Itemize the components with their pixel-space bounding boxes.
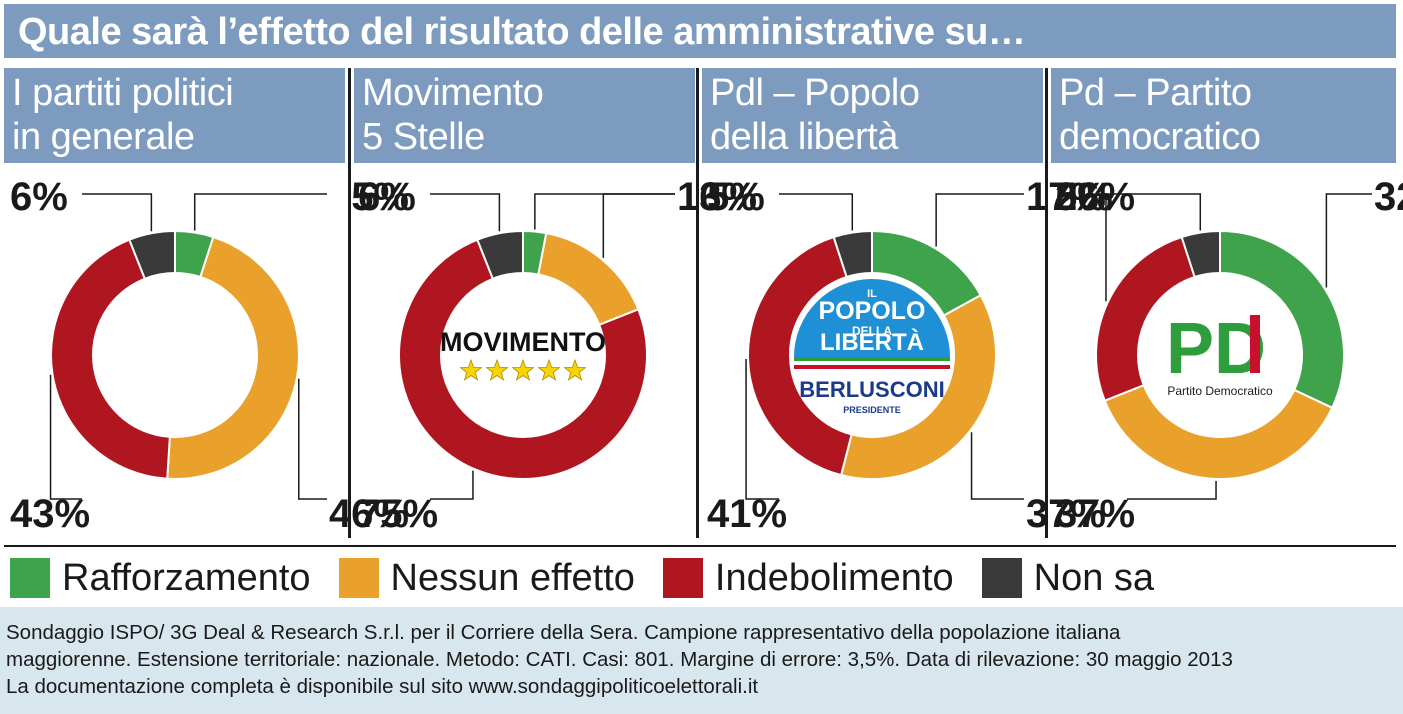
slice-indebolimento: [747, 235, 853, 477]
methodology-note: Sondaggio ISPO/ 3G Deal & Research S.r.l…: [0, 607, 1403, 714]
page-title: Quale sarà l’effetto del risultato delle…: [4, 4, 1396, 58]
leader-line: [970, 432, 1024, 500]
methodology-line: La documentazione completa è disponibile…: [6, 675, 759, 698]
leader-line: [82, 193, 153, 232]
slice-non-sa: [476, 229, 524, 281]
logo-subtitle: Partito Democratico: [1167, 384, 1273, 398]
leader-line: [602, 193, 675, 258]
logo-word: MOVIMENTO: [440, 327, 606, 357]
panel-title-line: I partiti politici: [12, 72, 234, 114]
donut-1: 5% 46% 43% 6%: [10, 175, 409, 536]
legend-item-indebolimento: Indebolimento: [662, 556, 954, 600]
panel-title-line: 5 Stelle: [362, 116, 485, 158]
data-label: 5%: [707, 175, 765, 219]
legend-divider: [4, 545, 1396, 547]
leader-line: [298, 378, 327, 500]
panel-title-partiti: I partiti politici in generale: [4, 68, 345, 163]
leader-line: [1325, 193, 1372, 288]
logo-text-line: POPOLO: [819, 297, 926, 325]
data-label: 3%: [699, 175, 757, 219]
slice-non-sa: [128, 229, 176, 281]
data-label: 75%: [358, 492, 438, 536]
leader-line: [935, 193, 1024, 247]
slice-rafforzamento: [1219, 229, 1345, 410]
data-label: 5%: [1055, 175, 1113, 219]
leader-line: [1127, 193, 1202, 231]
data-label: 6%: [358, 175, 416, 219]
legend-swatch: [662, 558, 703, 598]
panel-title-pdl: Pdl – Popolo della libertà: [702, 68, 1043, 163]
data-label: 43%: [10, 492, 90, 536]
panel-divider: [1045, 68, 1048, 538]
legend-swatch: [10, 558, 50, 598]
leader-line: [193, 193, 327, 231]
slice-non-sa: [832, 229, 873, 279]
legend-item-non-sa: Non sa: [981, 556, 1155, 600]
slice-non-sa: [1180, 229, 1221, 279]
legend-label: Indebolimento: [714, 556, 954, 599]
leader-line: [779, 193, 854, 231]
data-label: 26%: [1055, 175, 1135, 219]
slice-indebolimento: [398, 238, 648, 480]
slice-nessun-effetto: [839, 293, 997, 480]
methodology-line: maggiorenne. Estensione territoriale: na…: [6, 648, 1233, 671]
logo-text-line: IL: [867, 288, 877, 300]
panel-title-line: Pd – Partito: [1059, 72, 1252, 114]
legend-label: Rafforzamento: [62, 556, 311, 599]
donut-charts: 5% 46% 43% 6% 3%16% 75% 6% MOVIMENTO 17% 37% 41% 5%…: [10, 175, 1403, 536]
leader-line: [430, 470, 474, 500]
leader-line: [430, 193, 501, 232]
methodology-line: Sondaggio ISPO/ 3G Deal & Research S.r.l…: [6, 621, 1121, 644]
legend-label: Non sa: [1033, 556, 1155, 599]
logo-text-line: BERLUSCONI: [799, 377, 944, 402]
leader-line: [745, 358, 779, 500]
data-label: 37%: [1055, 492, 1135, 536]
data-label: 16%: [677, 175, 757, 219]
slice-indebolimento: [50, 238, 171, 480]
movimento-5-stelle-logo-icon: MOVIMENTO: [440, 275, 606, 435]
logo-text-line: DELLA: [852, 324, 892, 338]
leader-line: [534, 193, 675, 230]
legend-item-nessun-effetto: Nessun effetto: [338, 556, 635, 600]
panel-title-pd: Pd – Partito democratico: [1051, 68, 1396, 163]
leader-line: [1105, 193, 1127, 302]
data-label: 32%: [1374, 175, 1403, 219]
data-label: 6%: [10, 175, 68, 219]
leader-line: [1127, 480, 1217, 500]
panel-title-line: democratico: [1059, 116, 1261, 158]
panel-title-line: della libertà: [710, 116, 898, 158]
logo-text-line: PRESIDENTE: [843, 405, 901, 415]
legend-label: Nessun effetto: [390, 556, 635, 599]
panel-title-line: Pdl – Popolo: [710, 72, 920, 114]
slice-nessun-effetto: [166, 235, 300, 480]
data-label: 46%: [329, 492, 409, 536]
leader-line: [49, 374, 82, 500]
donut-2: 3%16% 75% 6% MOVIMENTO: [358, 175, 757, 536]
logo-letters: PD: [1166, 309, 1266, 389]
panel-title-line: in generale: [12, 116, 195, 158]
panel-divider: [696, 68, 699, 538]
legend-swatch: [338, 558, 379, 598]
panel-divider: [348, 68, 351, 538]
legend-swatch: [981, 558, 1022, 598]
legend: Rafforzamento Nessun effetto Indebolimen…: [10, 553, 1182, 603]
panel-title-m5s: Movimento 5 Stelle: [354, 68, 695, 163]
legend-item-rafforzamento: Rafforzamento: [10, 557, 311, 600]
data-label: 17%: [1026, 175, 1106, 219]
logo-text-line: LIBERTÀ: [820, 328, 924, 356]
data-label: 41%: [707, 492, 787, 536]
data-label: 37%: [1026, 492, 1106, 536]
panel-title-line: Movimento: [362, 72, 544, 114]
data-label: 5%: [351, 175, 409, 219]
slice-nessun-effetto: [1103, 383, 1334, 480]
